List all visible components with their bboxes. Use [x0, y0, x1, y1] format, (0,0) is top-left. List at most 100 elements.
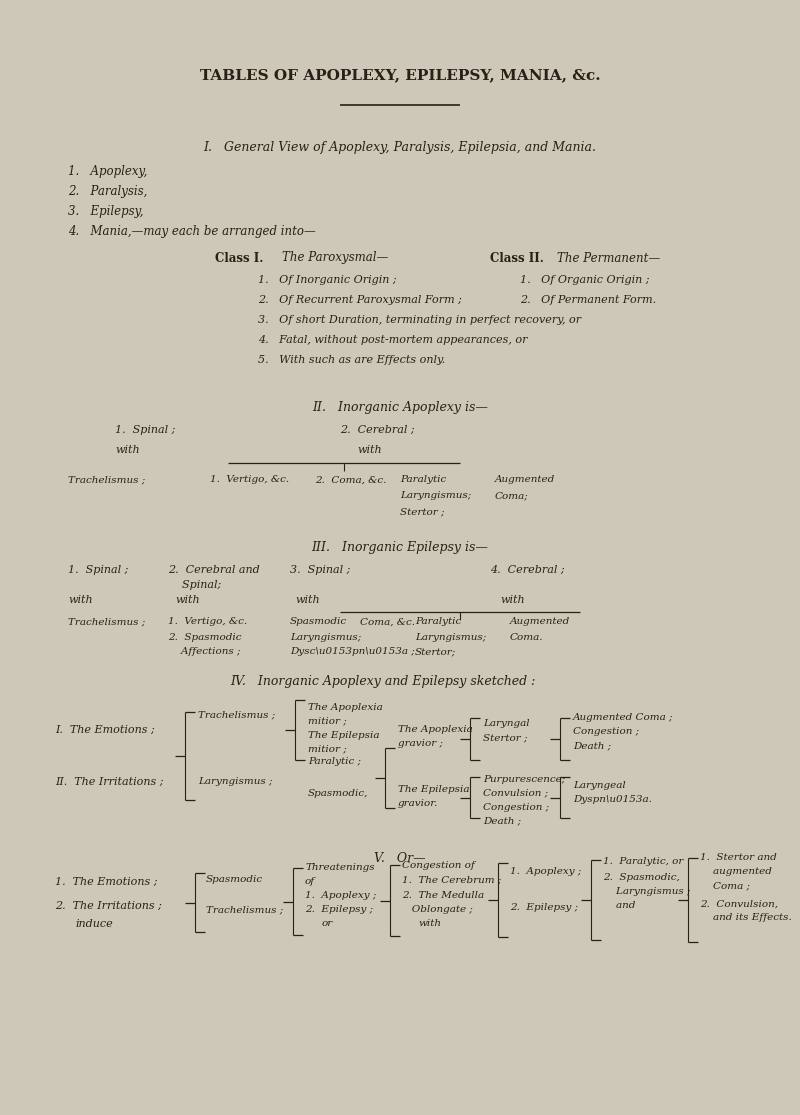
Text: 2.   Of Permanent Form.: 2. Of Permanent Form.: [520, 295, 656, 306]
Text: Coma ;: Coma ;: [700, 882, 750, 891]
Text: 2.  Cerebral and: 2. Cerebral and: [168, 565, 260, 575]
Text: Death ;: Death ;: [573, 741, 611, 750]
Text: augmented: augmented: [700, 867, 772, 876]
Text: Coma;: Coma;: [495, 492, 529, 501]
Text: The Epilepsia: The Epilepsia: [398, 785, 470, 795]
Text: 2.  Epilepsy ;: 2. Epilepsy ;: [510, 903, 578, 912]
Text: and its Effects.: and its Effects.: [700, 913, 792, 922]
Text: with: with: [68, 595, 93, 605]
Text: 2.  Convulsion,: 2. Convulsion,: [700, 900, 778, 909]
Text: III.   Inorganic Epilepsy is—: III. Inorganic Epilepsy is—: [311, 542, 489, 554]
Text: 2.  The Medulla: 2. The Medulla: [402, 892, 484, 901]
Text: 3.   Epilepsy,: 3. Epilepsy,: [68, 205, 143, 219]
Text: The Paroxysmal—: The Paroxysmal—: [282, 252, 388, 264]
Text: Paralytic: Paralytic: [415, 618, 462, 627]
Text: 4.  Cerebral ;: 4. Cerebral ;: [490, 565, 565, 575]
Text: 1.  Paralytic, or: 1. Paralytic, or: [603, 857, 683, 866]
Text: with: with: [175, 595, 200, 605]
Text: 2.  Coma, &c.: 2. Coma, &c.: [315, 475, 386, 485]
Text: Dyspn\u0153a.: Dyspn\u0153a.: [573, 795, 652, 804]
Text: 2.  Spasmodic: 2. Spasmodic: [168, 632, 242, 641]
Text: Convulsion ;: Convulsion ;: [483, 788, 548, 797]
Text: with: with: [418, 920, 441, 929]
Text: I.  The Emotions ;: I. The Emotions ;: [55, 725, 154, 735]
Text: Laryngal: Laryngal: [483, 719, 530, 728]
Text: V.   Or—: V. Or—: [374, 852, 426, 864]
Text: Congestion of: Congestion of: [402, 862, 474, 871]
Text: Laryngismus;: Laryngismus;: [400, 492, 471, 501]
Text: 1.  Spinal ;: 1. Spinal ;: [68, 565, 128, 575]
Text: mitior ;: mitior ;: [308, 717, 346, 726]
Text: with: with: [358, 445, 382, 455]
Text: I.   General View of Apoplexy, Paralysis, Epilepsia, and Mania.: I. General View of Apoplexy, Paralysis, …: [203, 142, 597, 155]
Text: 3.   Of short Duration, terminating in perfect recovery, or: 3. Of short Duration, terminating in per…: [258, 316, 581, 324]
Text: Threatenings: Threatenings: [305, 863, 374, 873]
Text: Laryngismus ;: Laryngismus ;: [603, 886, 690, 895]
Text: Laryngeal: Laryngeal: [573, 780, 626, 789]
Text: 2.  Spasmodic,: 2. Spasmodic,: [603, 873, 680, 882]
Text: Trachelismus ;: Trachelismus ;: [68, 475, 146, 485]
Text: Stertor;: Stertor;: [415, 648, 456, 657]
Text: Paralytic ;: Paralytic ;: [308, 757, 361, 766]
Text: The Epilepsia: The Epilepsia: [308, 730, 379, 739]
Text: 1.  Apoplexy ;: 1. Apoplexy ;: [510, 867, 582, 876]
Text: 2.  Cerebral ;: 2. Cerebral ;: [340, 425, 414, 435]
Text: Augmented Coma ;: Augmented Coma ;: [573, 714, 674, 723]
Text: TABLES OF APOPLEXY, EPILEPSY, MANIA, &c.: TABLES OF APOPLEXY, EPILEPSY, MANIA, &c.: [200, 68, 600, 83]
Text: IV.   Inorganic Apoplexy and Epilepsy sketched :: IV. Inorganic Apoplexy and Epilepsy sket…: [230, 676, 535, 688]
Text: Trachelismus ;: Trachelismus ;: [198, 710, 275, 719]
Text: 1.  Vertigo, &c.: 1. Vertigo, &c.: [210, 475, 289, 485]
Text: 3.  Spinal ;: 3. Spinal ;: [290, 565, 350, 575]
Text: Spinal;: Spinal;: [168, 580, 222, 590]
Text: with: with: [500, 595, 525, 605]
Text: 4.   Mania,—may each be arranged into—: 4. Mania,—may each be arranged into—: [68, 225, 316, 239]
Text: Oblongate ;: Oblongate ;: [402, 905, 473, 914]
Text: Dysc\u0153pn\u0153a ;: Dysc\u0153pn\u0153a ;: [290, 648, 414, 657]
Text: Coma, &c.: Coma, &c.: [360, 618, 415, 627]
Text: Stertor ;: Stertor ;: [483, 734, 527, 743]
Text: Augmented: Augmented: [495, 475, 555, 485]
Text: 1.   Of Organic Origin ;: 1. Of Organic Origin ;: [520, 275, 650, 285]
Text: 1.  Spinal ;: 1. Spinal ;: [115, 425, 175, 435]
Text: Purpurescence;: Purpurescence;: [483, 775, 566, 784]
Text: The Apoplexia: The Apoplexia: [398, 726, 473, 735]
Text: Laryngismus;: Laryngismus;: [415, 632, 486, 641]
Text: Class II.: Class II.: [490, 252, 544, 264]
Text: with: with: [115, 445, 140, 455]
Text: Death ;: Death ;: [483, 816, 521, 825]
Text: Trachelismus ;: Trachelismus ;: [206, 905, 283, 914]
Text: mitior ;: mitior ;: [308, 745, 346, 754]
Text: 1.  Stertor and: 1. Stertor and: [700, 853, 777, 863]
Text: 5.   With such as are Effects only.: 5. With such as are Effects only.: [258, 355, 446, 365]
Text: of: of: [305, 878, 315, 886]
Text: Paralytic: Paralytic: [400, 475, 446, 485]
Text: with: with: [295, 595, 320, 605]
Text: Spasmodic: Spasmodic: [206, 875, 263, 884]
Text: Stertor ;: Stertor ;: [400, 507, 445, 516]
Text: Spasmodic: Spasmodic: [290, 618, 347, 627]
Text: or: or: [322, 920, 334, 929]
Text: 1.  Apoplexy ;: 1. Apoplexy ;: [305, 892, 376, 901]
Text: 2.   Paralysis,: 2. Paralysis,: [68, 185, 147, 198]
Text: 1.   Of Inorganic Origin ;: 1. Of Inorganic Origin ;: [258, 275, 397, 285]
Text: Class I.: Class I.: [215, 252, 263, 264]
Text: and: and: [603, 901, 635, 910]
Text: Congestion ;: Congestion ;: [573, 727, 639, 737]
Text: The Permanent—: The Permanent—: [557, 252, 660, 264]
Text: Laryngismus ;: Laryngismus ;: [198, 777, 273, 786]
Text: Laryngismus;: Laryngismus;: [290, 632, 362, 641]
Text: Spasmodic,: Spasmodic,: [308, 788, 368, 797]
Text: 2.  Epilepsy ;: 2. Epilepsy ;: [305, 905, 373, 914]
Text: II.  The Irritations ;: II. The Irritations ;: [55, 777, 163, 787]
Text: gravior.: gravior.: [398, 799, 438, 808]
Text: gravior ;: gravior ;: [398, 739, 443, 748]
Text: induce: induce: [75, 919, 113, 929]
Text: Augmented: Augmented: [510, 618, 570, 627]
Text: Trachelismus ;: Trachelismus ;: [68, 618, 146, 627]
Text: 1.   Apoplexy,: 1. Apoplexy,: [68, 165, 147, 178]
Text: Coma.: Coma.: [510, 632, 543, 641]
Text: II.   Inorganic Apoplexy is—: II. Inorganic Apoplexy is—: [312, 401, 488, 415]
Text: 4.   Fatal, without post-mortem appearances, or: 4. Fatal, without post-mortem appearance…: [258, 334, 527, 345]
Text: 2.  The Irritations ;: 2. The Irritations ;: [55, 901, 162, 911]
Text: The Apoplexia: The Apoplexia: [308, 702, 382, 711]
